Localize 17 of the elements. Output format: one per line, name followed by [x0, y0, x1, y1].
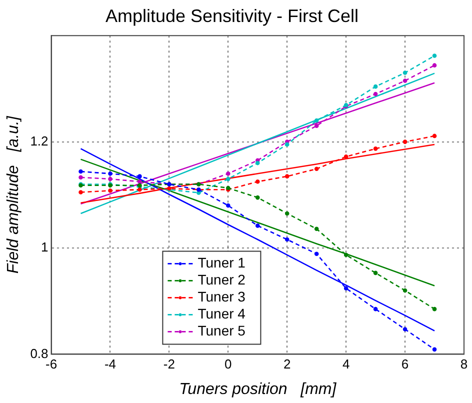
x-axis-title: Tuners position [mm]	[179, 380, 337, 398]
chart-title: Amplitude Sensitivity - First Cell	[105, 6, 359, 26]
x-tick-label: 8	[460, 356, 468, 372]
legend-label: Tuner 4	[198, 306, 246, 322]
y-tick-label: 1	[41, 240, 48, 255]
legend-label: Tuner 3	[198, 288, 246, 305]
legend-label: Tuner 5	[198, 322, 246, 339]
legend-label: Tuner 1	[198, 254, 246, 271]
x-tick-label: 2	[284, 356, 291, 372]
x-tick-label: 4	[342, 356, 350, 372]
x-tick-label: -2	[163, 356, 175, 372]
x-tick-label: -4	[104, 356, 116, 372]
y-tick-label: 1.2	[30, 133, 48, 148]
x-tick-label: 0	[224, 356, 232, 372]
legend-label: Tuner 2	[198, 272, 246, 288]
x-tick-label: 6	[401, 356, 409, 372]
y-axis-title: Field amplitude [a.u.]	[5, 116, 22, 274]
